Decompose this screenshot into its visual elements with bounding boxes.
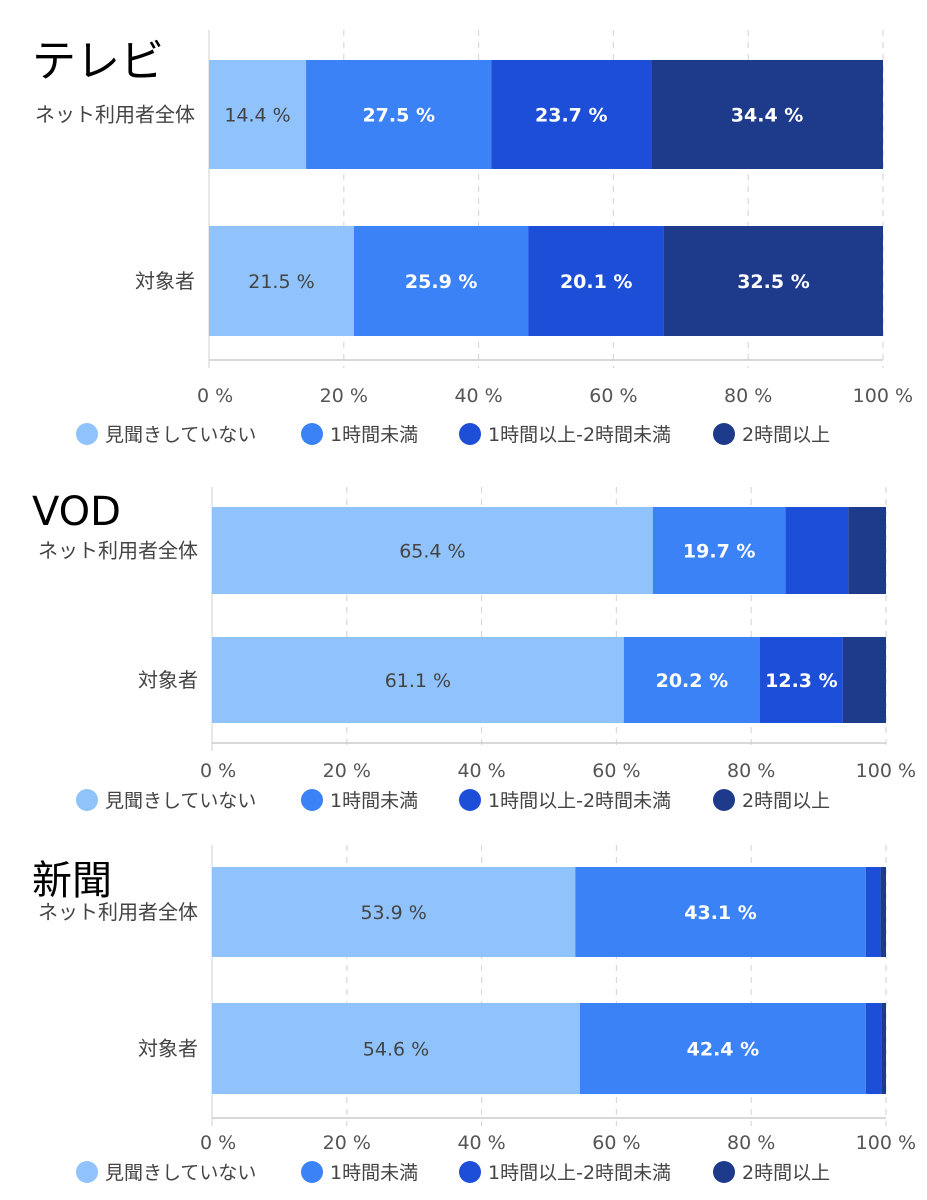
legend-marker (301, 1161, 323, 1183)
x-tick-label: 0 % (200, 1132, 236, 1154)
legend-marker (459, 1161, 481, 1183)
bar-data-label: 14.4 % (224, 105, 290, 127)
bar-segment (212, 1003, 581, 1094)
bar-segment (353, 226, 529, 336)
category-label: ネット利用者全体 (38, 900, 198, 924)
bar-data-label: 43.1 % (684, 902, 757, 924)
legend-marker (713, 789, 735, 811)
bar-segment (623, 637, 760, 723)
x-tick-label: 60 % (592, 760, 640, 782)
chart-title: テレビ (32, 36, 164, 87)
legend-marker (459, 423, 481, 445)
legend-label: 1時間以上-2時間未満 (488, 1162, 671, 1184)
bar-data-label: 25.9 % (405, 271, 478, 293)
chart-title: 新聞 (32, 858, 112, 904)
bar-segment (212, 867, 576, 957)
legend-marker (713, 1161, 735, 1183)
bar-data-label: 20.1 % (560, 271, 633, 293)
legend-label: 見聞きしていない (105, 424, 256, 446)
x-tick-label: 60 % (592, 1132, 640, 1154)
legend-label: 2時間以上 (742, 1162, 830, 1184)
category-label: 対象者 (138, 1037, 198, 1061)
bar-data-label: 61.1 % (385, 670, 451, 692)
bar-data-label: 19.7 % (683, 541, 756, 563)
bar-data-label: 53.9 % (360, 902, 426, 924)
x-tick-label: 80 % (727, 760, 775, 782)
bar-segment (848, 507, 886, 594)
bar-segment (785, 507, 849, 594)
bar-segment (491, 60, 652, 169)
legend-label: 1時間以上-2時間未満 (488, 790, 671, 812)
bar-segment (880, 867, 886, 957)
bar-data-label: 42.4 % (687, 1039, 760, 1061)
legend-label: 2時間以上 (742, 790, 830, 812)
legend-marker (301, 423, 323, 445)
bar-data-label: 21.5 % (248, 271, 314, 293)
x-tick-label: 40 % (454, 385, 502, 407)
bar-data-label: 12.3 % (765, 670, 838, 692)
bar-segment (306, 60, 492, 169)
bar-data-label: 27.5 % (362, 105, 435, 127)
x-tick-label: 80 % (727, 1132, 775, 1154)
category-label: 対象者 (135, 269, 195, 293)
legend-label: 1時間未満 (330, 790, 418, 812)
legend-label: 見聞きしていない (105, 1162, 256, 1184)
bar-segment (212, 507, 653, 594)
legend-label: 1時間以上-2時間未満 (488, 424, 671, 446)
bar-segment (651, 60, 883, 169)
x-tick-label: 20 % (323, 760, 371, 782)
x-tick-label: 20 % (323, 1132, 371, 1154)
bar-data-label: 23.7 % (535, 105, 608, 127)
bar-segment (759, 637, 843, 723)
x-tick-label: 40 % (457, 760, 505, 782)
bar-segment (528, 226, 664, 336)
x-tick-label: 0 % (200, 760, 236, 782)
bar-data-label: 20.2 % (656, 670, 729, 692)
legend-marker (713, 423, 735, 445)
bar-segment (865, 867, 881, 957)
chart-title: VOD (32, 489, 121, 535)
category-label: ネット利用者全体 (35, 103, 195, 127)
bar-segment (881, 1003, 886, 1094)
legend-marker (76, 789, 98, 811)
legend-marker (76, 423, 98, 445)
x-tick-label: 0 % (197, 385, 233, 407)
bar-segment (209, 226, 354, 336)
bar-segment (209, 60, 307, 169)
category-label: 対象者 (138, 668, 198, 692)
legend-label: 見聞きしていない (105, 790, 256, 812)
legend-marker (459, 789, 481, 811)
bar-data-label: 65.4 % (399, 541, 465, 563)
legend-label: 2時間以上 (742, 424, 830, 446)
x-tick-label: 80 % (724, 385, 772, 407)
legend-marker (76, 1161, 98, 1183)
x-tick-label: 20 % (320, 385, 368, 407)
bar-data-label: 34.4 % (731, 105, 804, 127)
bar-data-label: 32.5 % (737, 271, 810, 293)
x-tick-label: 100 % (856, 1132, 916, 1154)
x-tick-label: 100 % (853, 385, 913, 407)
bar-segment (663, 226, 883, 336)
bar-segment (865, 1003, 882, 1094)
bar-data-label: 54.6 % (363, 1039, 429, 1061)
bar-segment (212, 637, 624, 723)
bar-segment (580, 1003, 866, 1094)
legend-label: 1時間未満 (330, 1162, 418, 1184)
legend-label: 1時間未満 (330, 424, 418, 446)
legend-marker (301, 789, 323, 811)
x-tick-label: 100 % (856, 760, 916, 782)
bar-segment (652, 507, 786, 594)
x-tick-label: 40 % (457, 1132, 505, 1154)
category-label: ネット利用者全体 (38, 539, 198, 563)
x-tick-label: 60 % (589, 385, 637, 407)
bar-segment (842, 637, 886, 723)
bar-segment (575, 867, 866, 957)
